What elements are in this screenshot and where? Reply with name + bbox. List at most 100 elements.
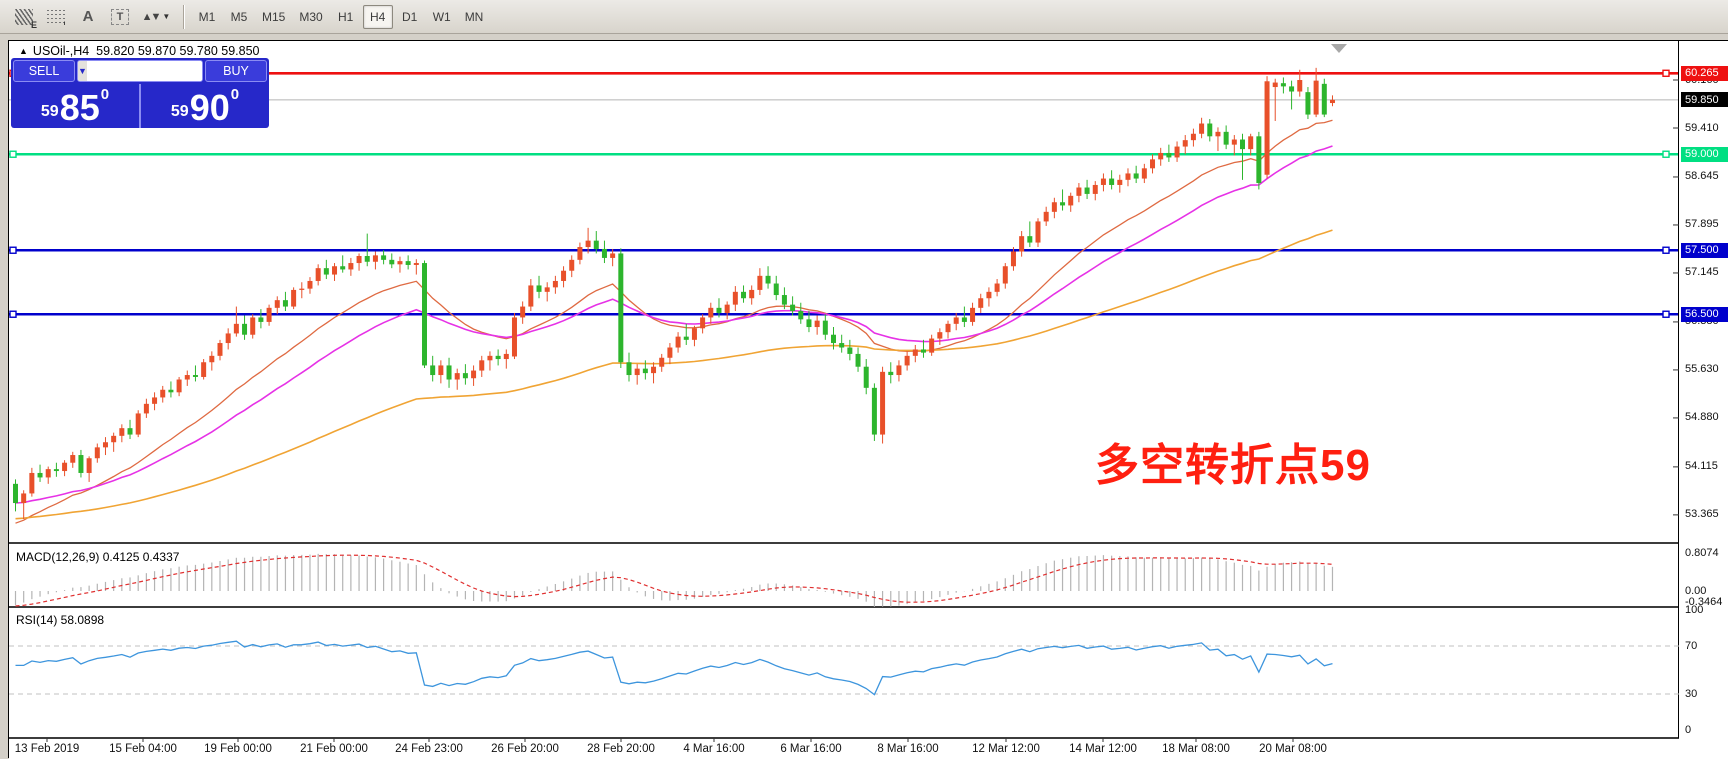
text-label-icon[interactable]: T — [105, 4, 135, 30]
candle-body — [536, 285, 542, 292]
timeframe-button-m15[interactable]: M15 — [262, 9, 286, 24]
candle-body — [495, 355, 501, 360]
timeframe-button-m1[interactable]: M1 — [198, 9, 216, 24]
chart-plot[interactable] — [9, 41, 1679, 759]
candle-body — [184, 375, 190, 380]
time-axis-label: 12 Mar 12:00 — [972, 743, 1040, 755]
candle-body — [708, 307, 714, 318]
timeframe-button-mn[interactable]: MN — [464, 9, 484, 24]
buy-price[interactable]: 59 90 0 — [141, 84, 269, 128]
time-axis-label: 14 Mar 12:00 — [1069, 743, 1137, 755]
buy-button[interactable]: BUY — [205, 60, 267, 82]
candle-body — [225, 333, 231, 344]
candle-body — [143, 403, 149, 414]
candle-body — [135, 413, 141, 435]
candle-body — [1027, 236, 1033, 243]
macd-tick-label: -0.3464 — [1685, 595, 1723, 608]
candle-body — [683, 336, 689, 340]
candle-body — [1084, 187, 1090, 194]
candle-body — [348, 263, 354, 270]
chart-shift-marker-icon[interactable] — [1331, 44, 1347, 53]
candle-body — [1207, 123, 1213, 137]
candle-body — [691, 328, 697, 340]
level-line-anchor[interactable] — [9, 246, 17, 254]
level-line-anchor[interactable] — [1662, 310, 1670, 318]
candle-body — [986, 291, 992, 299]
candle-body — [37, 472, 43, 478]
timeframe-button-w1[interactable]: W1 — [432, 9, 451, 24]
candle-body — [397, 261, 403, 265]
timeframe-button-d1[interactable]: D1 — [402, 9, 418, 24]
candle-body — [945, 323, 951, 333]
candle-body — [1076, 187, 1082, 196]
fibonacci-retracement-icon[interactable]: F — [41, 4, 71, 30]
candle-body — [1150, 159, 1156, 169]
candle-body — [847, 347, 853, 354]
level-line-anchor[interactable] — [9, 310, 17, 318]
candle-body — [863, 366, 869, 388]
candle-body — [250, 317, 256, 335]
candle-body — [1248, 136, 1254, 150]
candle-body — [70, 455, 76, 463]
one-click-trading-panel: SELL ▼ ▲ BUY 59 85 0 59 90 0 — [11, 58, 269, 128]
candle-body — [1060, 202, 1066, 206]
candle-body — [274, 300, 280, 308]
time-axis-label: 21 Feb 00:00 — [300, 743, 368, 755]
timeframe-button-h1[interactable]: H1 — [338, 9, 354, 24]
timeframes-group: M1 M5 M15 M30 H1 H4 D1 W1 MN — [191, 4, 490, 29]
time-axis-label: 18 Mar 08:00 — [1162, 743, 1230, 755]
candle-body — [790, 304, 796, 312]
timeframe-button-m30[interactable]: M30 — [299, 9, 323, 24]
macd-indicator-label: MACD(12,26,9) 0.4125 0.4337 — [16, 550, 180, 564]
level-line-anchor[interactable] — [1662, 150, 1670, 158]
candle-body — [994, 283, 1000, 292]
collapse-icon[interactable]: ▲ — [19, 46, 28, 56]
candle-body — [381, 255, 387, 260]
candle-body — [561, 270, 567, 281]
timeframe-button-m5[interactable]: M5 — [230, 9, 248, 24]
candle-body — [1117, 179, 1123, 185]
chart-annotation-text[interactable]: 多空转折点59 — [1095, 441, 1371, 490]
candle-body — [282, 300, 288, 307]
price-axis[interactable]: 60.16059.41058.64557.89557.14556.38055.6… — [1679, 41, 1728, 759]
candle-body — [364, 256, 370, 262]
candle-body — [1125, 173, 1131, 180]
timeframe-button-h4[interactable]: H4 — [362, 4, 393, 29]
candle-body — [315, 268, 321, 281]
candle-body — [798, 311, 804, 320]
candle-body — [201, 362, 207, 377]
text-icon[interactable]: A — [82, 8, 94, 25]
sell-price[interactable]: 59 85 0 — [11, 84, 141, 128]
price-tick-label: 53.365 — [1685, 508, 1719, 521]
candle-body — [372, 255, 378, 262]
candle-body — [700, 317, 706, 329]
candle-body — [462, 373, 468, 379]
level-line-anchor[interactable] — [1662, 246, 1670, 254]
sell-button[interactable]: SELL — [13, 60, 75, 82]
arrows-icon[interactable]: ▲▼ ▼ — [141, 10, 171, 23]
level-line-anchor[interactable] — [1662, 69, 1670, 77]
candle-body — [520, 306, 526, 318]
chart-window[interactable]: 60.16059.41058.64557.89557.14556.38055.6… — [8, 40, 1728, 759]
candle-body — [233, 323, 239, 334]
level-line-anchor[interactable] — [9, 150, 17, 158]
candle-body — [610, 253, 616, 258]
candle-body — [814, 320, 820, 328]
candle-body — [307, 280, 313, 289]
candle-body — [765, 275, 771, 284]
volume-input[interactable] — [86, 61, 202, 81]
candle-body — [1100, 178, 1106, 185]
candle-body — [904, 355, 910, 366]
equidistant-channel-icon[interactable]: E — [9, 4, 39, 30]
candle-body — [978, 298, 984, 308]
candle-body — [618, 253, 624, 363]
volume-decrease-button[interactable]: ▼ — [78, 61, 87, 81]
candle-body — [659, 357, 665, 367]
rsi-tick-label: 30 — [1685, 687, 1698, 700]
plot-background[interactable] — [9, 41, 1679, 759]
candle-body — [1035, 221, 1041, 243]
candle-body — [21, 493, 27, 504]
candle-body — [13, 483, 18, 504]
candle-body — [209, 355, 215, 363]
price-tick-label: 58.645 — [1685, 170, 1719, 183]
